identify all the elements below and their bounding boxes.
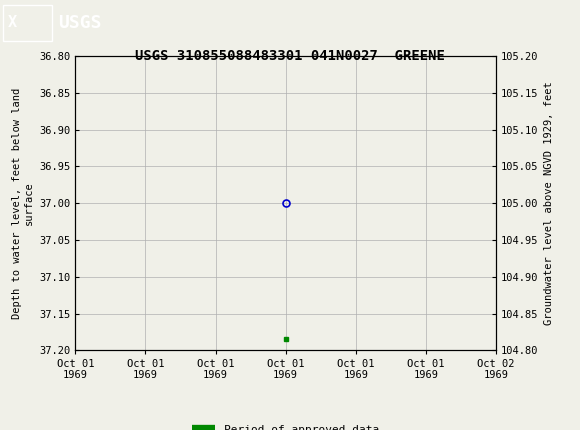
Text: X: X — [8, 15, 17, 30]
Y-axis label: Groundwater level above NGVD 1929, feet: Groundwater level above NGVD 1929, feet — [544, 81, 554, 325]
Bar — [3, 4, 52, 41]
Text: USGS: USGS — [58, 14, 102, 31]
Y-axis label: Depth to water level, feet below land
surface: Depth to water level, feet below land su… — [12, 88, 34, 319]
Text: USGS 310855088483301 041N0027  GREENE: USGS 310855088483301 041N0027 GREENE — [135, 49, 445, 63]
Legend: Period of approved data: Period of approved data — [188, 420, 383, 430]
